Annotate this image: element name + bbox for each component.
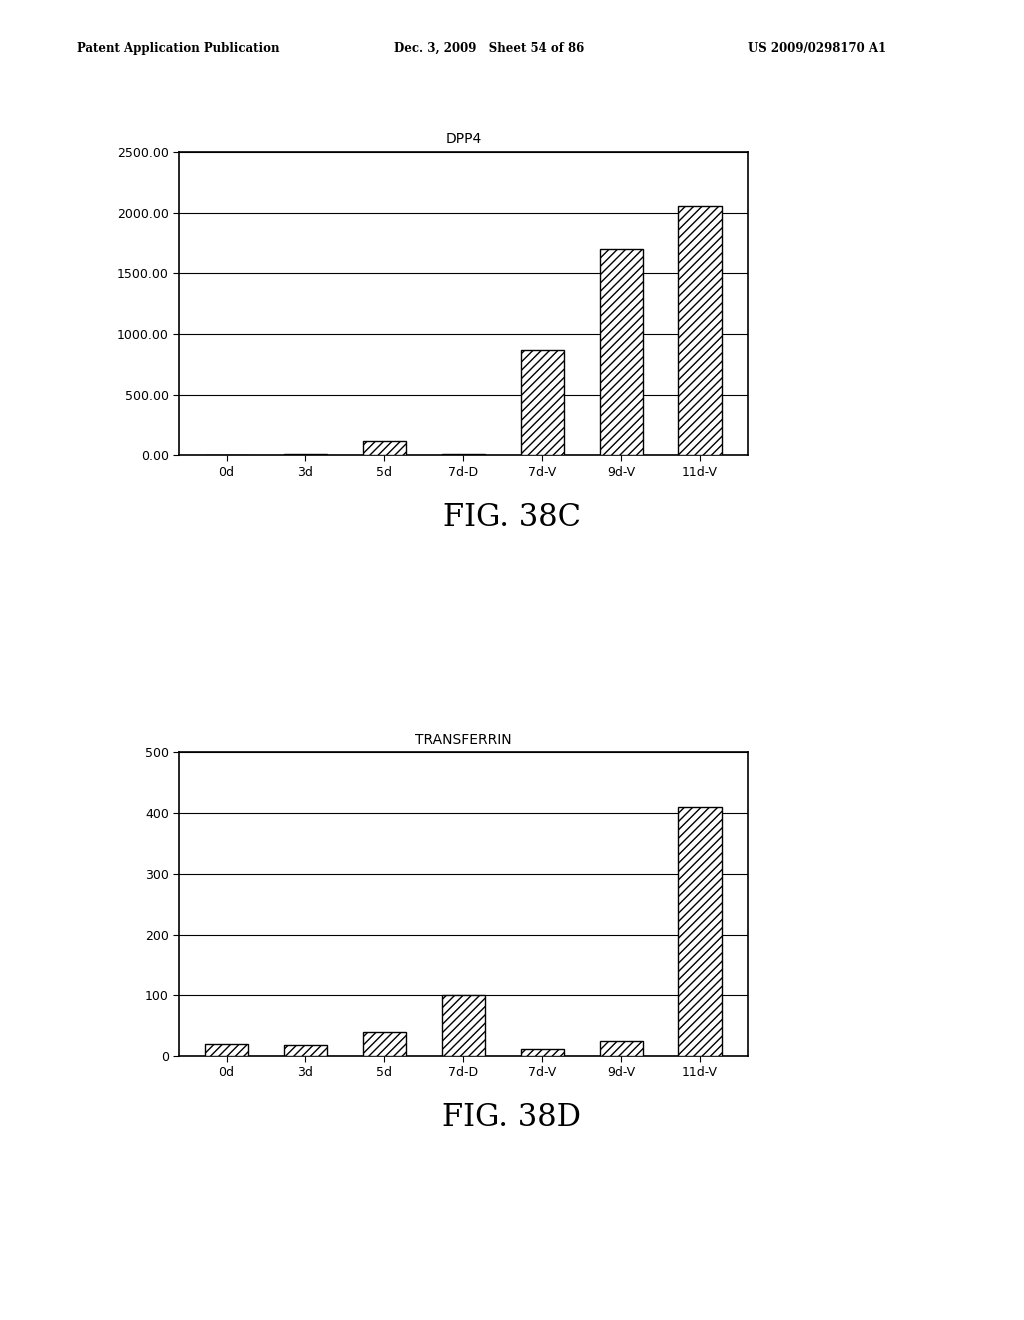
Text: Dec. 3, 2009   Sheet 54 of 86: Dec. 3, 2009 Sheet 54 of 86 xyxy=(394,42,585,55)
Text: US 2009/0298170 A1: US 2009/0298170 A1 xyxy=(748,42,886,55)
Text: FIG. 38C: FIG. 38C xyxy=(443,502,581,532)
Title: TRANSFERRIN: TRANSFERRIN xyxy=(415,733,512,747)
Bar xyxy=(362,441,407,455)
Bar xyxy=(205,1044,248,1056)
Text: Patent Application Publication: Patent Application Publication xyxy=(77,42,280,55)
Bar xyxy=(679,206,722,455)
Bar xyxy=(441,995,485,1056)
Bar xyxy=(520,350,564,455)
Bar xyxy=(679,807,722,1056)
Bar xyxy=(520,1048,564,1056)
Bar xyxy=(599,249,643,455)
Bar xyxy=(362,1032,407,1056)
Title: DPP4: DPP4 xyxy=(445,132,481,147)
Bar xyxy=(599,1040,643,1056)
Text: FIG. 38D: FIG. 38D xyxy=(442,1102,582,1133)
Bar xyxy=(284,1045,328,1056)
